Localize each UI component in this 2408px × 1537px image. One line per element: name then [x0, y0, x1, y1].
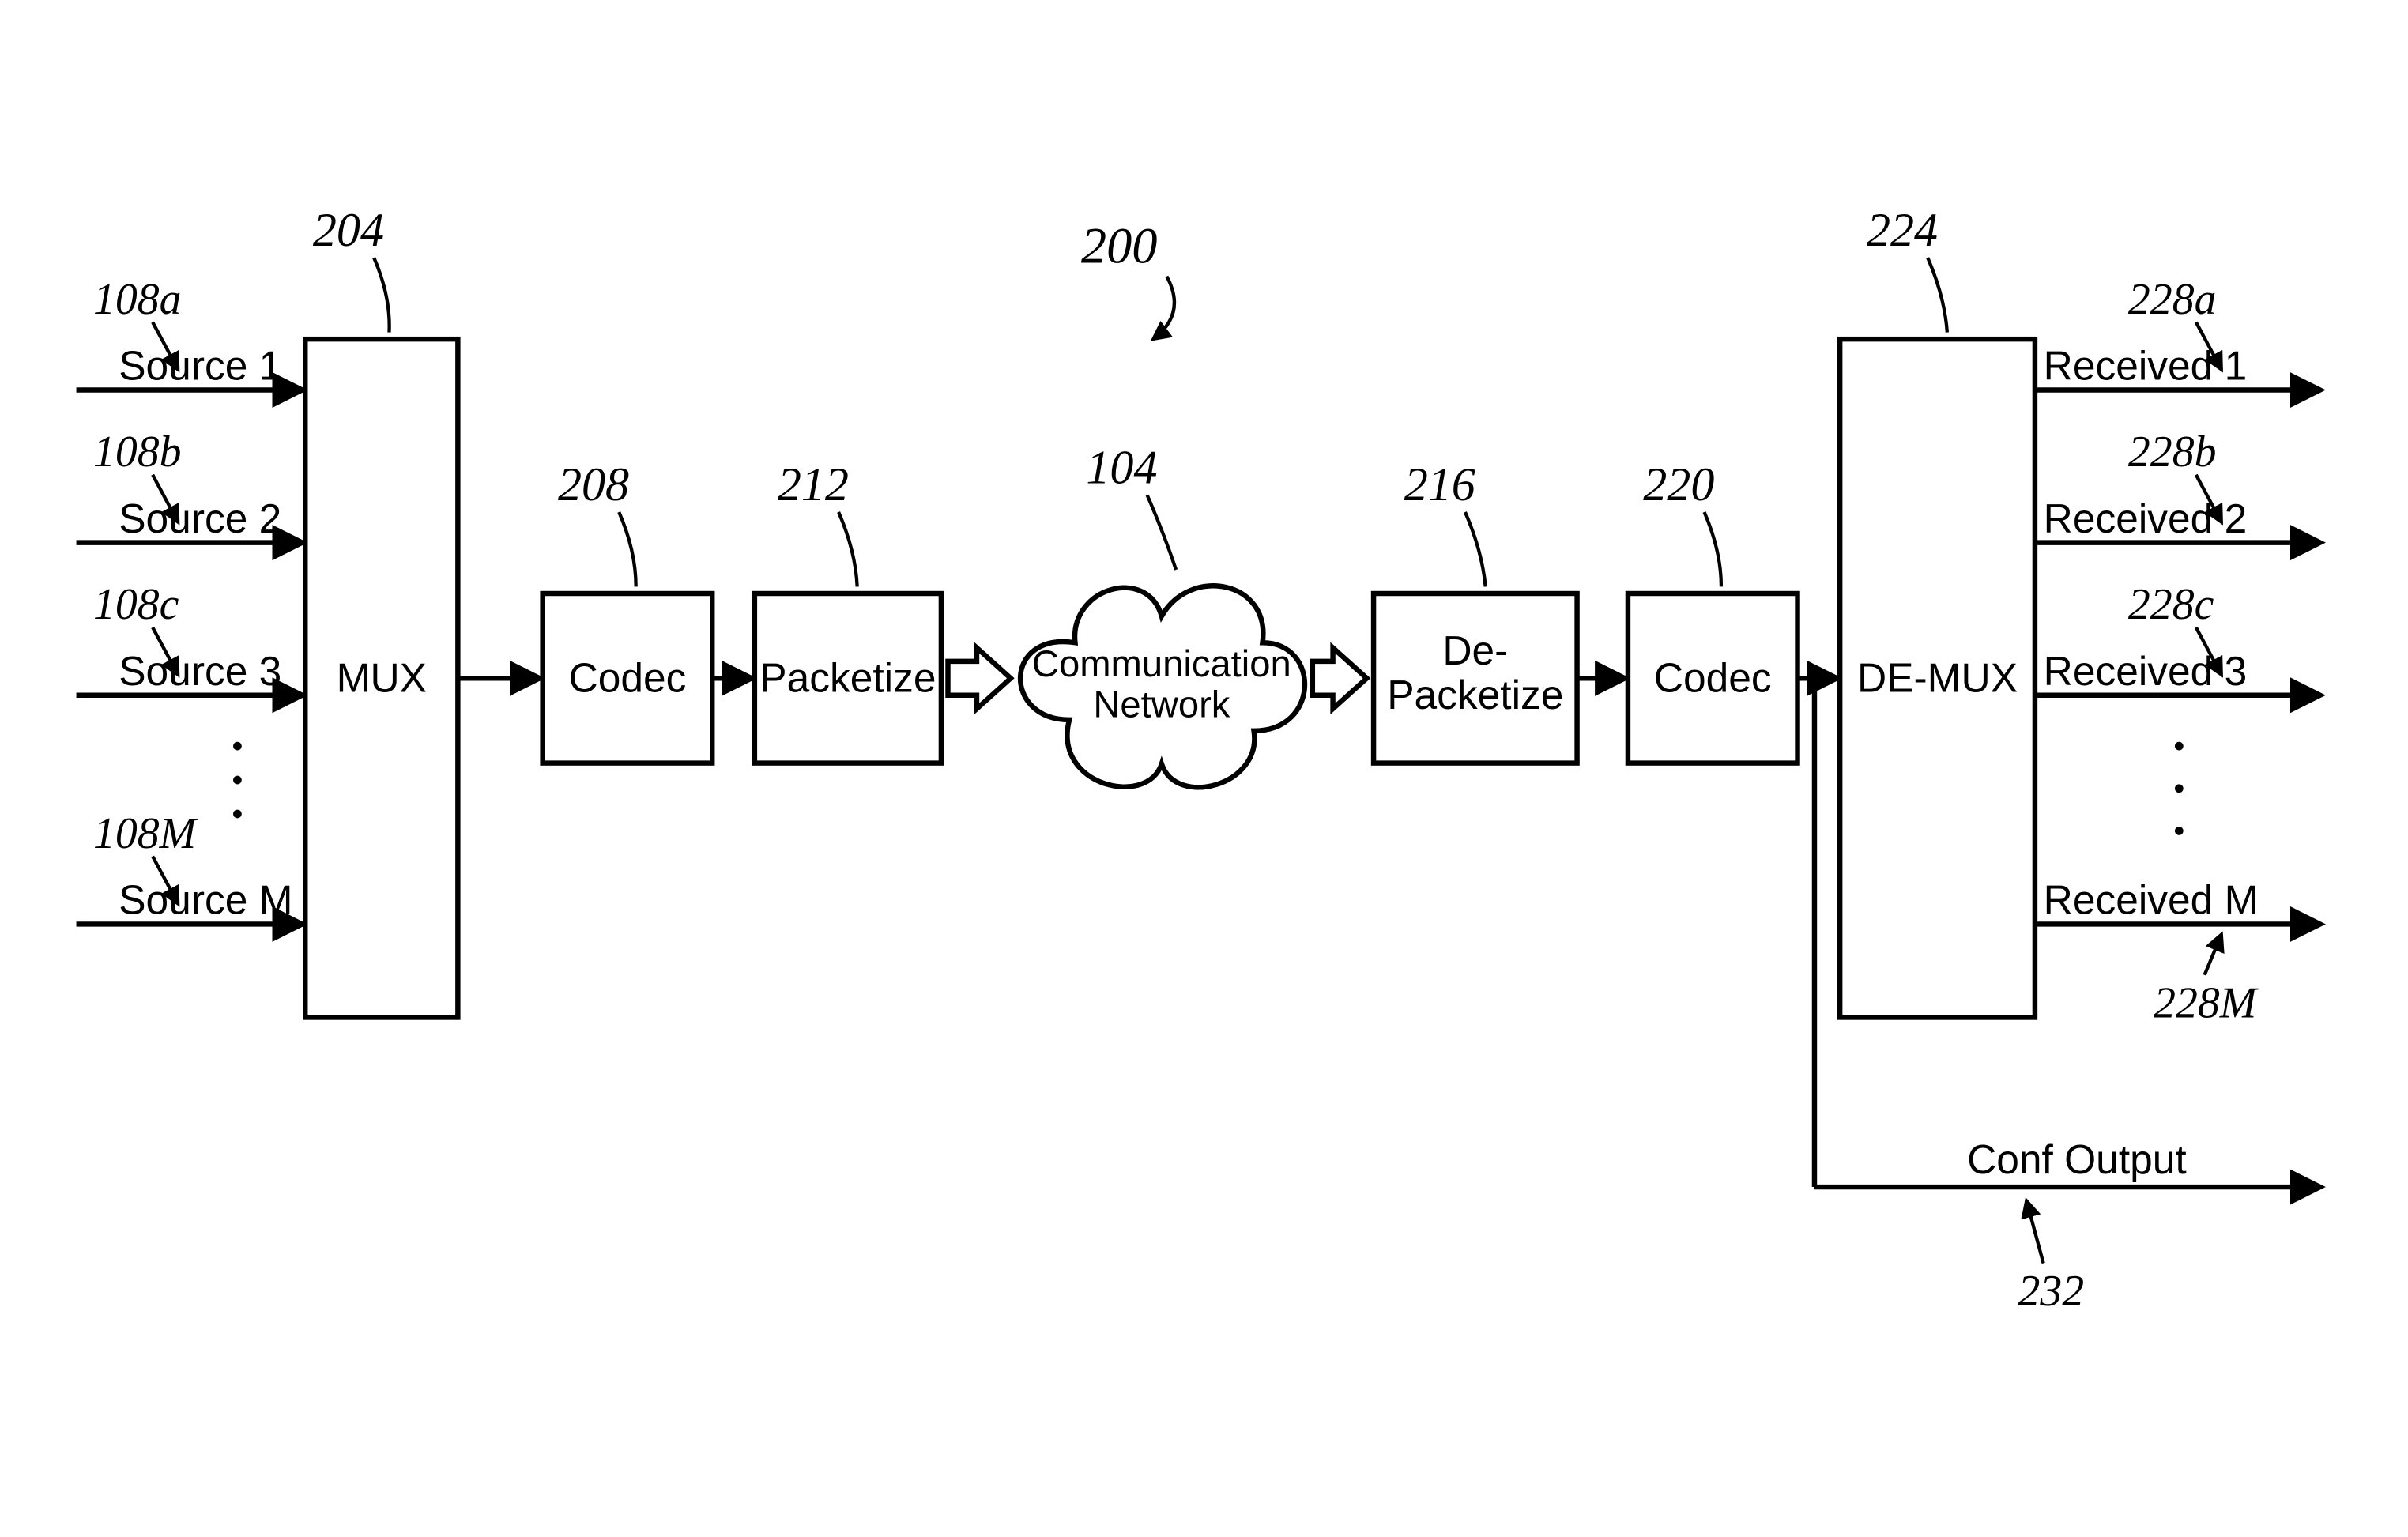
ref-depacket: 216 — [1404, 458, 1475, 510]
output-ref-1: 228b — [2128, 428, 2217, 477]
ref-network: 104 — [1086, 441, 1157, 494]
svg-text:Packetize: Packetize — [759, 654, 936, 700]
input-ref-1: 108b — [93, 428, 182, 477]
input-label-1: Source 2 — [119, 495, 281, 541]
svg-text:Codec: Codec — [1654, 654, 1772, 700]
ref-codec1: 208 — [558, 458, 629, 510]
edge-packetize-network — [948, 648, 1010, 709]
output-ref-3: 228M — [2154, 978, 2259, 1027]
ref-mux: 204 — [313, 203, 384, 256]
input-label-2: Source 3 — [119, 648, 281, 694]
output-label-1: Received 2 — [2044, 495, 2248, 541]
svg-text:Codec: Codec — [569, 654, 687, 700]
conf-output-label: Conf Output — [1967, 1136, 2187, 1182]
input-ref-3: 108M — [93, 809, 199, 858]
ref-packetize: 212 — [778, 458, 849, 510]
edge-network-depacket — [1313, 648, 1367, 709]
output-label-0: Received 1 — [2044, 343, 2248, 389]
input-ref-0: 108a — [93, 275, 182, 324]
ref-codec2: 220 — [1643, 458, 1714, 510]
output-ref-2: 228c — [2128, 580, 2214, 629]
svg-text:MUX: MUX — [337, 654, 427, 700]
ref-figure: 200 — [1081, 218, 1158, 274]
output-ref-0: 228a — [2128, 275, 2217, 324]
output-label-2: Received 3 — [2044, 648, 2248, 694]
output-label-3: Received M — [2044, 877, 2259, 923]
conf-output-ref: 232 — [2018, 1267, 2084, 1316]
block-diagram: MUX204Codec208Packetize212CommunicationN… — [0, 0, 2408, 1526]
input-label-3: Source M — [119, 877, 292, 923]
input-ref-2: 108c — [93, 580, 179, 629]
input-label-0: Source 1 — [119, 343, 281, 389]
ref-demux: 224 — [1867, 203, 1938, 256]
svg-text:DE-MUX: DE-MUX — [1857, 654, 2018, 700]
